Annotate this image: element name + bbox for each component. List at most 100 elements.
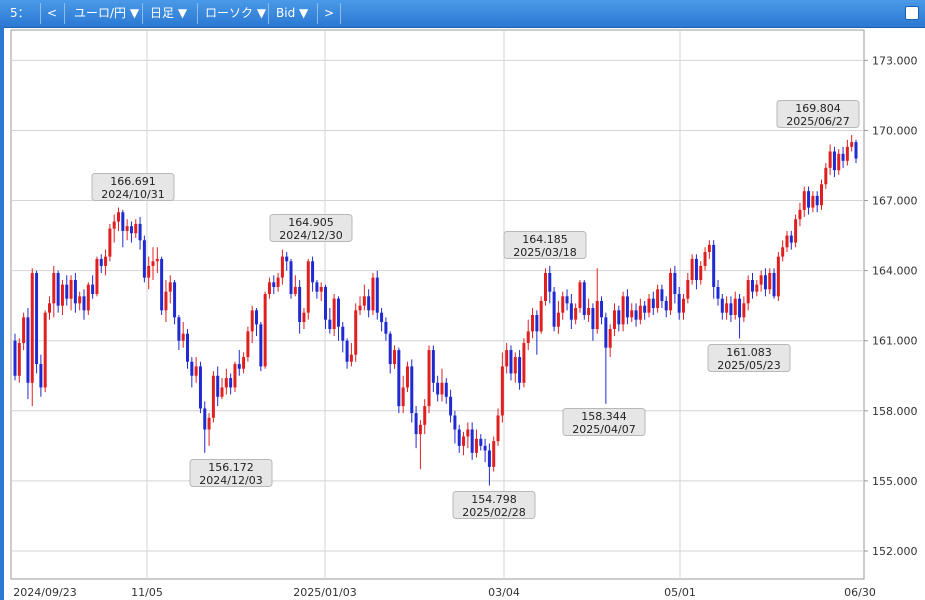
candle-body [656,289,660,309]
annotation-date: 2025/05/23 [717,359,780,372]
candle-body [91,284,95,294]
candle-body [738,298,742,318]
period-dropdown[interactable]: 日足 ▼ [150,6,188,20]
candle-body [65,284,69,299]
candle-body [733,298,737,316]
candle-body [73,279,77,304]
candle-body [319,286,323,292]
candle-body [561,296,565,313]
candle-body [112,221,116,229]
candle-body [82,296,86,311]
candle-body [99,258,103,266]
candle-body [686,279,690,299]
candle-body [22,317,26,344]
toolbar-divider [268,3,269,24]
candle-body [462,436,466,446]
candle-body [660,289,664,301]
y-tick-label: 170.000 [872,124,918,137]
candle-body [742,303,746,318]
candle-body [604,317,608,348]
annotation-date: 2025/02/28 [462,506,525,519]
candle-body [449,396,453,416]
annotation-date: 2024/12/03 [199,474,262,487]
y-tick-label: 161.000 [872,335,918,348]
candle-body [410,366,414,414]
candle-body [673,272,677,294]
candle-body [587,308,591,316]
next-button[interactable]: > [324,6,335,20]
candle-body [492,441,496,467]
candle-body [690,258,694,280]
candle-body [418,424,422,435]
candle-body [358,305,362,311]
annotation-value: 158.344 [581,410,627,423]
candle-body [26,317,30,383]
candle-body [703,251,707,266]
window-control-icon[interactable] [905,6,919,20]
candle-body [509,350,513,374]
annotation-date: 2024/10/31 [101,188,164,201]
candle-body [30,272,34,383]
prev-button[interactable]: < [47,6,58,20]
candle-body [367,296,371,311]
candle-body [349,354,353,362]
candle-body [707,244,711,252]
price-type-dropdown[interactable]: Bid ▼ [276,6,309,20]
candle-body [190,361,194,376]
candle-body [453,415,457,430]
candle-body [625,296,629,318]
annotation-box [503,231,587,259]
candle-body [828,151,832,168]
candle-body [35,272,39,365]
candle-body [807,191,811,208]
candle-body [48,303,52,313]
candle-body [255,310,259,325]
candle-body [556,312,560,327]
x-tick-label: 05/01 [664,586,696,599]
x-tick-label: 2024/09/23 [13,586,76,599]
candle-body [755,284,759,292]
candle-body [496,415,500,442]
toolbar-divider [142,3,143,24]
annotation-date: 2024/12/30 [279,229,342,242]
candle-body [479,438,483,446]
annotation-date: 2025/04/07 [572,423,635,436]
candle-body [155,258,159,262]
candle-body [630,310,634,318]
annotation-value: 164.905 [288,216,334,229]
candle-body [147,265,151,278]
candle-body [832,151,836,171]
candle-body [582,282,586,316]
candle-body [651,298,655,309]
candle-body [298,286,302,323]
x-tick-label: 06/30 [844,586,876,599]
x-tick-label: 2025/01/03 [293,586,356,599]
candle-body [414,413,418,435]
annotation-date: 2025/06/27 [786,115,849,128]
candle-body [60,284,64,306]
candle-body [716,286,720,299]
candle-body [362,296,366,306]
candle-body [142,240,146,278]
candle-body [173,282,177,318]
candle-body [332,298,336,330]
candle-body [634,310,638,320]
candle-body [638,305,642,320]
candlestick-chart: 152.000 155.000 158.000 161.000 164.000 167.0… [10,29,918,599]
currency-pair-dropdown[interactable]: ユーロ/円 ▼ [74,6,140,20]
candle-body [168,282,172,292]
chart-style-dropdown[interactable]: ローソク ▼ [205,6,267,20]
candle-body [474,438,478,453]
candle-body [203,408,207,430]
candle-body [125,226,129,231]
candle-body [699,265,703,280]
candle-body [466,429,470,437]
candle-body [720,298,724,313]
candle-body [216,375,220,397]
annotation-value: 161.083 [726,346,772,359]
candle-body [39,364,43,388]
candle-body [664,300,668,311]
y-tick-label: 167.000 [872,195,918,208]
x-tick-label: 03/04 [488,586,520,599]
candle-body [345,340,349,362]
